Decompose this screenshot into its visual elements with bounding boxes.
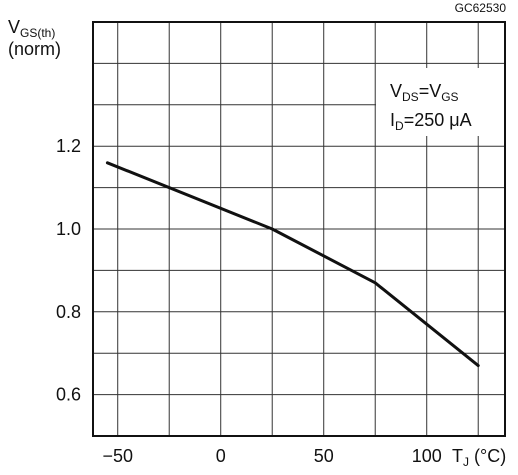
- y-tick-label: 0.6: [56, 385, 81, 405]
- figure-code: GC62530: [455, 1, 507, 15]
- x-tick-label: 0: [216, 446, 226, 466]
- annotation: VDS=VGS ID=250 μA: [376, 68, 504, 136]
- series-group: [107, 163, 478, 366]
- y-axis-label: VGS(th): [8, 17, 55, 40]
- x-tick-label: 100: [412, 446, 442, 466]
- y-axis-label-unit: (norm): [8, 39, 61, 59]
- y-tick-label: 1.0: [56, 219, 81, 239]
- x-tick-label: 50: [314, 446, 334, 466]
- x-tick-labels: −50 0 50 100: [102, 446, 441, 466]
- y-tick-label: 0.8: [56, 302, 81, 322]
- x-axis-label: TJ (°C): [452, 446, 506, 469]
- x-tick-label: −50: [102, 446, 133, 466]
- y-tick-labels: 0.6 0.8 1.0 1.2: [56, 136, 81, 404]
- series-line: [107, 163, 478, 366]
- y-tick-label: 1.2: [56, 136, 81, 156]
